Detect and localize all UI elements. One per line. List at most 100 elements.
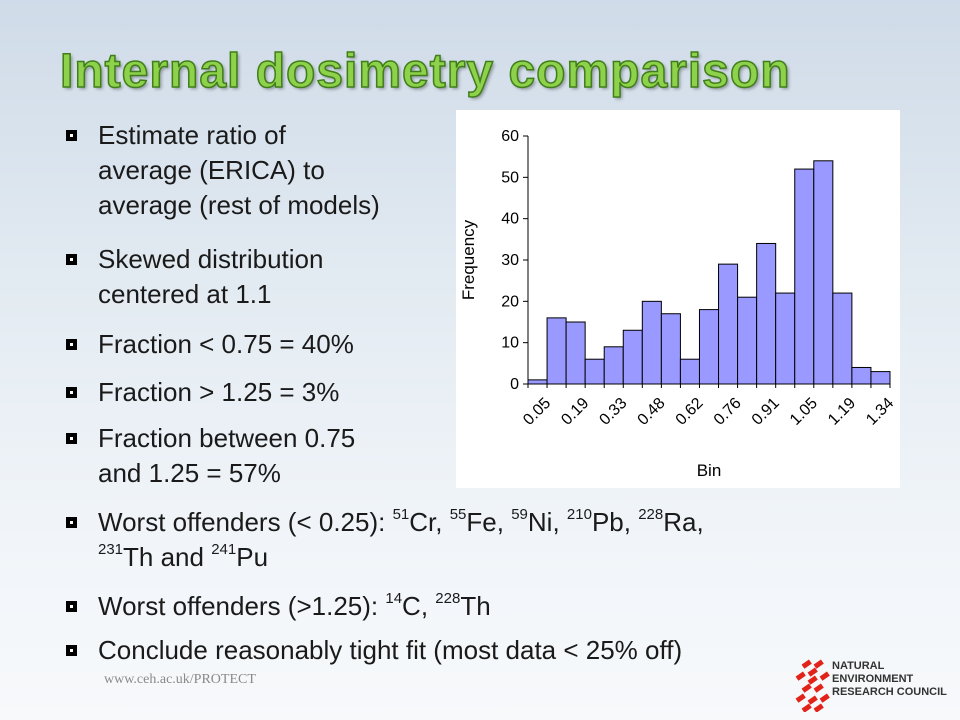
bullet-line: Worst offenders (>1.25): 14C, 228Th bbox=[98, 589, 491, 624]
logo-mark-segment bbox=[807, 695, 818, 705]
isotope-element: Pu bbox=[236, 542, 269, 572]
isotope: 51Cr bbox=[393, 507, 436, 537]
isotope: 228Ra bbox=[638, 507, 696, 537]
bullet-line: centered at 1.1 bbox=[98, 279, 272, 309]
bullet-marker-icon bbox=[66, 387, 77, 398]
bullet-prefix: Worst offenders (< 0.25): bbox=[98, 507, 393, 537]
bullet-worst-offenders-high: Worst offenders (>1.25): 14C, 228Th bbox=[66, 589, 491, 624]
isotope-mass: 231 bbox=[98, 541, 124, 559]
logo-mark-segment bbox=[813, 703, 824, 712]
x-tick-label: 0.91 bbox=[749, 395, 783, 429]
slide-title: Internal dosimetry comparison bbox=[59, 44, 791, 99]
bullet-worst-offenders-low: Worst offenders (< 0.25): 51Cr, 55Fe, 59… bbox=[66, 505, 896, 575]
isotope-separator: and bbox=[153, 542, 212, 572]
isotope-element: Ni bbox=[527, 507, 553, 537]
histogram-bar bbox=[851, 366, 872, 385]
bullet-line: Fraction > 1.25 = 3% bbox=[98, 377, 340, 407]
histogram-bar bbox=[641, 300, 662, 385]
x-tick-label: 1.19 bbox=[825, 395, 859, 429]
logo-mark-segment bbox=[807, 675, 818, 685]
isotope-mass: 55 bbox=[449, 506, 467, 524]
logo-mark-segment bbox=[807, 667, 818, 677]
logo-mark-segment bbox=[801, 659, 812, 669]
x-tick-label: 0.05 bbox=[520, 395, 554, 429]
isotope-element: Fe bbox=[466, 507, 497, 537]
bullet-fraction-between: Fraction between 0.75 and 1.25 = 57% bbox=[66, 421, 355, 491]
isotope-mass: 14 bbox=[385, 590, 403, 608]
bullet-line: Estimate ratio of bbox=[98, 120, 286, 150]
y-tick-label: 40 bbox=[501, 211, 519, 228]
isotope-mass: 51 bbox=[392, 506, 410, 524]
y-tick-label: 30 bbox=[501, 252, 519, 269]
isotope-mass: 228 bbox=[638, 506, 664, 524]
y-tick-label: 20 bbox=[501, 293, 519, 310]
histogram-bar bbox=[660, 313, 681, 385]
isotope-separator: , bbox=[696, 507, 704, 537]
bullet-line: average (rest of models) bbox=[98, 190, 380, 220]
x-tick-label: 1.34 bbox=[863, 395, 897, 429]
isotope-separator: , bbox=[420, 591, 436, 621]
isotope-element: Th bbox=[123, 542, 154, 572]
bullet-line: Worst offenders (< 0.25): 51Cr, 55Fe, 59… bbox=[98, 505, 896, 575]
isotope-separator: , bbox=[623, 507, 639, 537]
bullet-line: Skewed distribution bbox=[98, 244, 324, 274]
bullet-conclusion: Conclude reasonably tight fit (most data… bbox=[66, 633, 682, 668]
bullet-line: Conclude reasonably tight fit (most data… bbox=[98, 635, 683, 665]
isotope: 228Th bbox=[435, 591, 490, 621]
isotope: 55Fe bbox=[450, 507, 497, 537]
isotope: 14C bbox=[385, 591, 420, 621]
bullet-line: and 1.25 = 57% bbox=[98, 458, 281, 488]
histogram-bar bbox=[622, 329, 643, 385]
isotope-mass: 241 bbox=[211, 541, 237, 559]
logo-line: RESEARCH COUNCIL bbox=[832, 686, 947, 698]
x-tick-label: 0.48 bbox=[635, 395, 669, 429]
histogram-bar bbox=[679, 358, 700, 385]
isotope-element: C bbox=[402, 591, 421, 621]
footer-url[interactable]: www.ceh.ac.uk/PROTECT bbox=[104, 672, 256, 687]
histogram-bar bbox=[775, 292, 796, 385]
x-tick-label: 0.19 bbox=[558, 395, 592, 429]
logo-mark-segment bbox=[795, 693, 806, 703]
logo-mark-segment bbox=[813, 659, 824, 669]
histogram-bar bbox=[698, 309, 720, 385]
y-tick-label: 50 bbox=[501, 169, 519, 186]
isotope-separator: , bbox=[496, 507, 512, 537]
y-tick-label: 60 bbox=[501, 128, 519, 145]
nerc-logo-text: NATURAL ENVIRONMENT RESEARCH COUNCIL bbox=[832, 660, 947, 699]
histogram-bar bbox=[870, 371, 891, 385]
histogram-bar bbox=[527, 379, 548, 385]
x-axis-title: Bin bbox=[697, 461, 722, 480]
isotope-separator: , bbox=[435, 507, 450, 537]
logo-line: NATURAL bbox=[832, 660, 885, 672]
bullet-estimate-ratio: Estimate ratio of average (ERICA) to ave… bbox=[66, 118, 380, 223]
y-tick-label: 0 bbox=[510, 376, 519, 393]
bullet-marker-icon bbox=[66, 433, 77, 444]
bullet-marker-icon bbox=[66, 517, 77, 528]
isotope-mass: 59 bbox=[511, 506, 528, 524]
bullet-marker-icon bbox=[66, 339, 77, 350]
isotope-mass: 210 bbox=[566, 506, 592, 524]
logo-mark-segment bbox=[801, 703, 812, 712]
histogram-bar bbox=[832, 292, 853, 385]
histogram-bar bbox=[565, 321, 586, 385]
bullet-line: average (ERICA) to bbox=[98, 155, 325, 185]
histogram-bar bbox=[794, 168, 815, 385]
x-tick-label: 0.76 bbox=[711, 395, 745, 429]
histogram-chart: 0 10 20 30 40 50 60 0.05 0.19 0.33 0.48 0.62 0.76 0.9… bbox=[456, 110, 900, 488]
logo-mark-segment bbox=[795, 671, 806, 681]
isotope-element: Cr bbox=[409, 507, 436, 537]
histogram-bar bbox=[584, 358, 605, 385]
x-tick-label: 0.62 bbox=[673, 395, 707, 429]
histogram-bar bbox=[546, 317, 567, 385]
histogram-bar bbox=[737, 296, 758, 385]
isotope-element: Ra bbox=[663, 507, 697, 537]
histogram-bar bbox=[756, 242, 777, 385]
bullet-fraction-above: Fraction > 1.25 = 3% bbox=[66, 375, 339, 410]
bullet-marker-icon bbox=[66, 130, 77, 141]
bullet-line: Fraction < 0.75 = 40% bbox=[98, 329, 354, 359]
histogram-bar bbox=[603, 346, 624, 385]
x-tick-label: 1.05 bbox=[787, 395, 821, 429]
bullet-marker-icon bbox=[66, 601, 77, 612]
histogram-svg: 0 10 20 30 40 50 60 0.05 0.19 0.33 0.48 0.62 0.76 0.9… bbox=[459, 128, 897, 480]
histogram-bar bbox=[813, 160, 834, 385]
